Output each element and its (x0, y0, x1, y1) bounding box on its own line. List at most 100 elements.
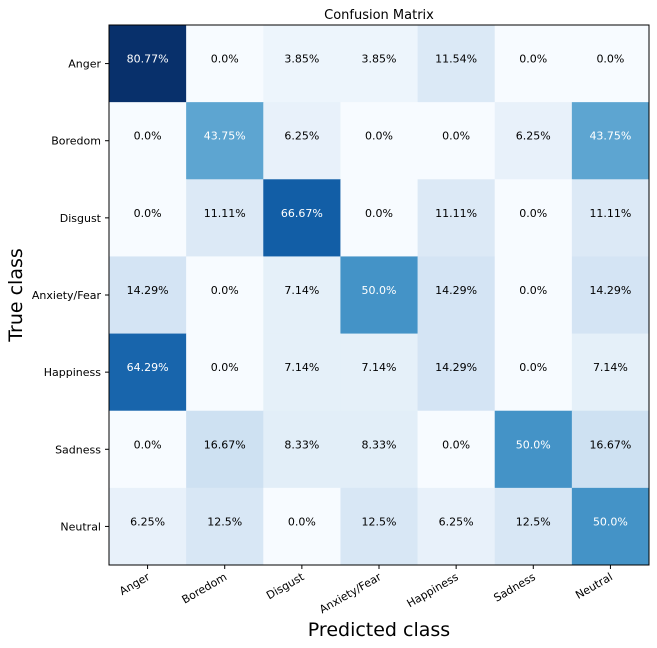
heatmap-cell (417, 256, 496, 335)
cell-value-label: 12.5% (516, 515, 551, 528)
x-tick-label: Disgust (264, 570, 307, 602)
heatmap-cell (571, 487, 650, 566)
heatmap-cells (109, 25, 650, 566)
cell-value-label: 16.67% (589, 438, 631, 451)
cell-value-label: 0.0% (442, 438, 470, 451)
cell-value-label: 66.67% (281, 207, 323, 220)
y-tick-label: Anxiety/Fear (32, 289, 102, 302)
cell-value-label: 0.0% (365, 130, 393, 143)
heatmap-cell (263, 102, 341, 180)
y-tick-label: Happiness (44, 366, 102, 379)
cell-value-label: 0.0% (211, 53, 239, 66)
heatmap-cell (186, 25, 264, 103)
heatmap-cell (340, 25, 419, 103)
cell-value-label: 14.29% (127, 284, 169, 297)
heatmap-cell (109, 333, 187, 412)
heatmap-cell (109, 487, 187, 566)
cell-value-label: 6.25% (439, 515, 474, 528)
heatmap-cell (263, 410, 341, 489)
heatmap-cell (263, 179, 341, 257)
heatmap-cell (263, 25, 341, 103)
y-tick-label: Disgust (60, 212, 102, 225)
heatmap-cell (109, 256, 187, 335)
y-axis-title: True class (5, 248, 27, 343)
cell-value-label: 7.14% (284, 361, 319, 374)
cell-value-label: 50.0% (593, 515, 628, 528)
cell-value-label: 50.0% (362, 284, 397, 297)
x-tick-label: Happiness (405, 570, 461, 610)
heatmap-cell (263, 333, 341, 412)
heatmap-cell (340, 410, 419, 489)
heatmap-cell (186, 487, 264, 566)
cell-value-label: 64.29% (127, 361, 169, 374)
cell-value-label: 0.0% (442, 130, 470, 143)
heatmap-cell (571, 102, 650, 180)
x-axis-ticks: Anger Boredom Disgust Anxiety/Fear Happiness… (117, 565, 615, 616)
cell-value-label: 14.29% (435, 361, 477, 374)
cell-value-label: 8.33% (362, 438, 397, 451)
cell-value-label: 6.25% (130, 515, 165, 528)
heatmap-cell (494, 333, 573, 412)
y-tick-label: Sadness (55, 443, 101, 456)
cell-value-label: 6.25% (516, 130, 551, 143)
heatmap-cell (186, 179, 264, 257)
x-tick-label: Anxiety/Fear (317, 570, 384, 616)
heatmap-cell (417, 25, 496, 103)
heatmap-cell (109, 102, 187, 180)
x-tick-label: Sadness (492, 570, 538, 604)
y-tick-label: Boredom (51, 135, 101, 148)
heatmap-cell (109, 25, 187, 103)
heatmap-cell (263, 487, 341, 566)
cell-value-label: 3.85% (284, 53, 319, 66)
cell-value-label: 43.75% (204, 130, 246, 143)
heatmap-cell (571, 410, 650, 489)
heatmap-cell (109, 410, 187, 489)
heatmap-cell (417, 487, 496, 566)
cell-value-label: 16.67% (204, 438, 246, 451)
heatmap-cell (340, 487, 419, 566)
cell-value-label: 14.29% (435, 284, 477, 297)
heatmap-cell (571, 333, 650, 412)
cell-value-label: 12.5% (207, 515, 242, 528)
heatmap-cell (417, 333, 496, 412)
heatmap-cell (494, 256, 573, 335)
heatmap-cell (340, 179, 419, 257)
cell-value-label: 0.0% (365, 207, 393, 220)
x-tick-label: Neutral (573, 570, 615, 602)
heatmap-cell (186, 256, 264, 335)
heatmap-cell (417, 102, 496, 180)
heatmap-cell (186, 410, 264, 489)
cell-value-label: 7.14% (284, 284, 319, 297)
heatmap-cell (494, 25, 573, 103)
heatmap-cell (571, 179, 650, 257)
cell-value-label: 11.54% (435, 53, 477, 66)
cell-value-label: 11.11% (589, 207, 631, 220)
heatmap-cell (494, 410, 573, 489)
cell-value-label: 0.0% (519, 361, 547, 374)
cell-value-label: 50.0% (516, 438, 551, 451)
heatmap-cell (109, 179, 187, 257)
cell-value-label: 0.0% (288, 515, 316, 528)
heatmap-cell (494, 487, 573, 566)
y-tick-label: Neutral (60, 520, 101, 533)
heatmap-cell-labels: 80.77% 0.0% 3.85% 3.85% 11.54% 0.0% 0.0% 0.0% 43… (127, 53, 632, 529)
heatmap-cell (494, 179, 573, 257)
x-tick-label: Boredom (180, 570, 230, 606)
heatmap-cell (571, 25, 650, 103)
cell-value-label: 0.0% (134, 207, 162, 220)
chart-title: Confusion Matrix (324, 8, 434, 23)
cell-value-label: 0.0% (596, 53, 624, 66)
heatmap-cell (494, 102, 573, 180)
y-tick-label: Anger (68, 58, 101, 71)
heatmap-cell (340, 102, 419, 180)
heatmap-cell (417, 410, 496, 489)
cell-value-label: 0.0% (211, 361, 239, 374)
cell-value-label: 43.75% (589, 130, 631, 143)
heatmap-cell (340, 333, 419, 412)
cell-value-label: 0.0% (519, 53, 547, 66)
heatmap-cell (340, 256, 419, 335)
y-axis-ticks: Anger Boredom Disgust Anxiety/Fear Happiness… (32, 58, 109, 533)
cell-value-label: 7.14% (362, 361, 397, 374)
heatmap-cell (571, 256, 650, 335)
cell-value-label: 0.0% (519, 284, 547, 297)
